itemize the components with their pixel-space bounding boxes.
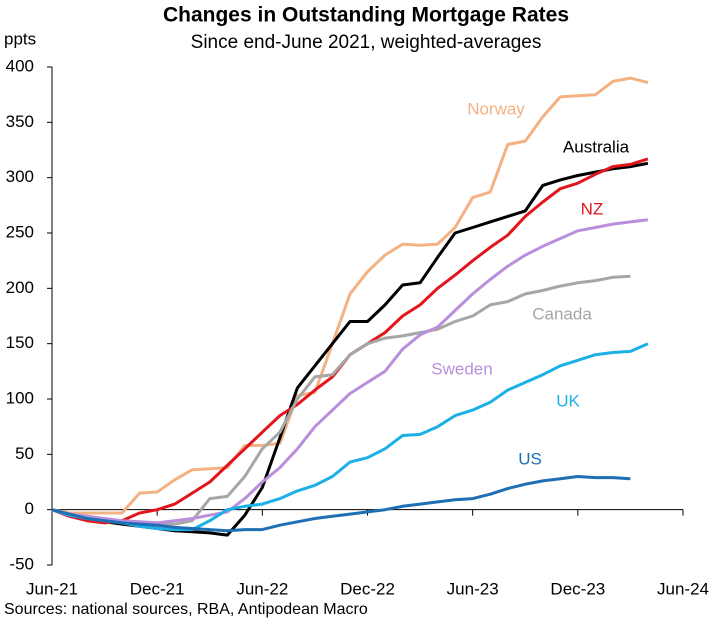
series-line <box>51 157 649 525</box>
series-label: Canada <box>532 304 592 323</box>
x-tick-label: Jun-24 <box>657 579 709 598</box>
series-label: US <box>518 449 542 468</box>
y-axis-label: ppts <box>4 29 36 48</box>
x-tick-label: Jun-21 <box>26 579 78 598</box>
series-label: NZ <box>581 199 604 218</box>
y-tick-label: 50 <box>15 444 34 463</box>
series-line <box>51 342 649 532</box>
y-tick-label: 0 <box>25 499 34 518</box>
series-label: Sweden <box>431 359 492 378</box>
y-tick-label: 300 <box>6 167 34 186</box>
series-label: UK <box>556 391 580 410</box>
x-tick-label: Dec-23 <box>550 579 605 598</box>
series-label: Australia <box>563 137 630 156</box>
chart-subtitle: Since end-June 2021, weighted-averages <box>191 32 542 53</box>
series-line <box>51 475 631 533</box>
y-tick-label: 250 <box>6 222 34 241</box>
x-tick-label: Jun-22 <box>236 579 288 598</box>
series-line <box>51 218 649 525</box>
y-tick-label: 350 <box>6 112 34 131</box>
y-tick-label: 400 <box>6 56 34 75</box>
x-tick-label: Jun-23 <box>447 579 499 598</box>
y-tick-label: 200 <box>6 278 34 297</box>
y-tick-label: -50 <box>9 554 34 573</box>
y-tick-label: 150 <box>6 333 34 352</box>
chart-title: Changes in Outstanding Mortgage Rates <box>163 4 569 27</box>
x-tick-label: Dec-21 <box>130 579 185 598</box>
series-line <box>51 76 649 515</box>
x-tick-label: Dec-22 <box>340 579 395 598</box>
source-note: Sources: national sources, RBA, Antipode… <box>4 601 368 618</box>
series-label: Norway <box>467 99 525 118</box>
y-tick-label: 100 <box>6 388 34 407</box>
